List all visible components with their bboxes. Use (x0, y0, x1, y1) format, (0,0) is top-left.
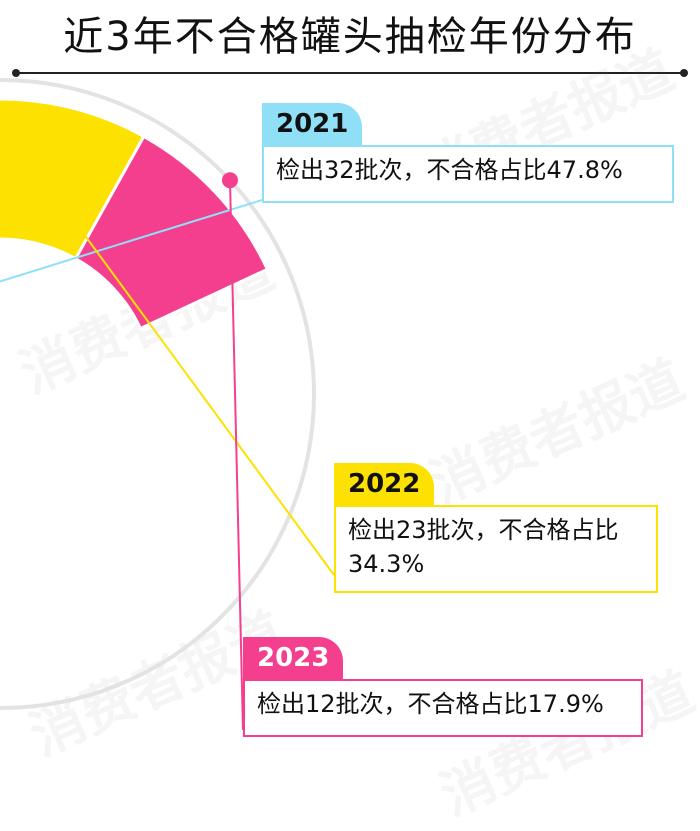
chart-outer-ring (0, 78, 316, 710)
title-underline (12, 69, 688, 77)
slice-2022 (0, 97, 146, 261)
outer-guide-ring (0, 78, 316, 710)
leader-dot-2023 (221, 172, 238, 189)
chart-leader-lines (0, 117, 335, 731)
callout-info-text: 检出23批次，不合格占比34.3% (334, 505, 658, 593)
callout-info-text: 检出12批次，不合格占比17.9% (243, 679, 643, 737)
callout-year-label: 2023年 (243, 637, 344, 715)
leader-line-2023 (228, 180, 244, 731)
callout-year-label: 2022年 (334, 463, 435, 541)
callout-year-label: 2021年 (262, 103, 363, 181)
donut-chart (0, 78, 335, 731)
page-title: 近3年不合格罐头抽检年份分布 (63, 14, 637, 60)
leader-line-2022 (0, 117, 335, 576)
callout-info-text: 检出32批次，不合格占比47.8% (262, 145, 674, 203)
leader-line-2021 (0, 199, 263, 283)
slice-2023 (73, 134, 270, 331)
chart-slices (0, 97, 270, 331)
